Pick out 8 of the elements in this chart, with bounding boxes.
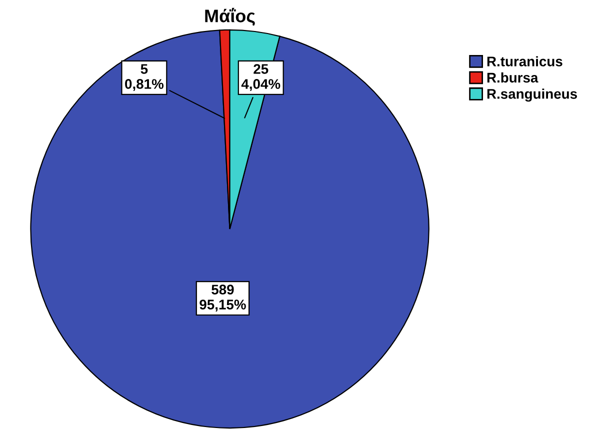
legend-label: R.sanguineus bbox=[487, 88, 577, 102]
data-label: 589 95,15% bbox=[200, 284, 246, 312]
pie-slice bbox=[30, 30, 430, 429]
legend-label: R.bursa bbox=[487, 72, 538, 83]
data-label: 25 4,04% bbox=[241, 64, 280, 91]
data-label: 5 0,81% bbox=[125, 64, 164, 91]
legend-label: R.turanicus bbox=[487, 56, 562, 66]
chart-title: Μάΐος bbox=[205, 8, 255, 26]
